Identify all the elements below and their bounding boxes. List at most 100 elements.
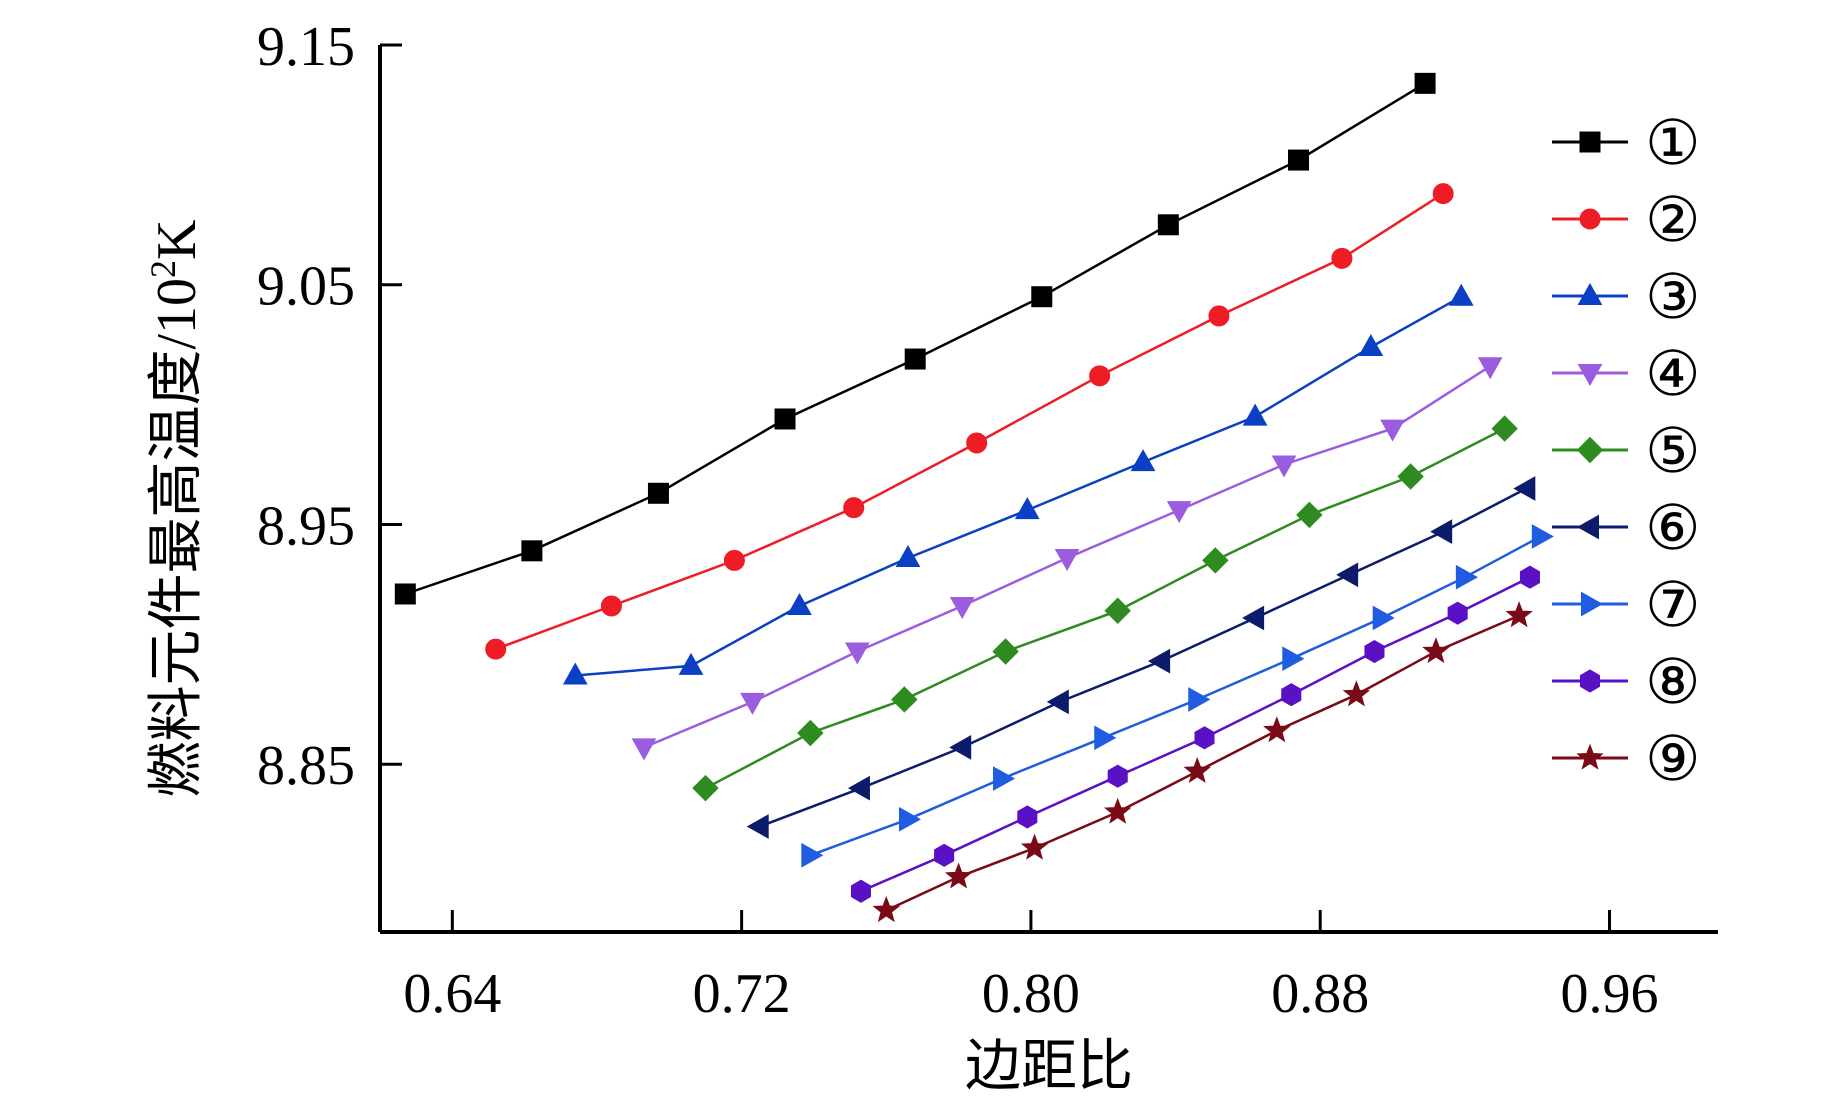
legend-item-2: ② [1552,187,1701,255]
series-line [885,614,1520,912]
legend-label: ④ [1645,341,1701,409]
x-tick-label: 0.88 [1271,963,1369,1025]
data-point [1188,687,1211,712]
data-point [723,549,745,571]
legend-label: ⑥ [1645,495,1701,563]
series-7 [801,524,1554,868]
data-point [1358,334,1384,357]
legend-marker [1579,208,1601,230]
x-axis-label: 边距比 [965,1036,1133,1098]
data-point [521,540,543,562]
data-point [1331,247,1353,269]
data-point [1183,756,1211,784]
data-point [934,843,955,867]
data-point [1422,637,1450,664]
data-point [631,738,657,761]
axes [378,45,1718,934]
series-line [575,295,1462,677]
data-point [1447,601,1468,625]
data-point [1296,501,1323,529]
data-point [1477,357,1503,380]
data-point [1372,605,1395,631]
data-point [843,497,865,519]
series-4 [631,357,1503,761]
data-point [992,766,1016,791]
legend-item-3: ③ [1552,264,1701,332]
data-point [1288,149,1310,171]
x-tick-label: 0.64 [403,963,501,1025]
data-point [562,662,588,685]
series-5 [692,415,1518,802]
data-point [746,814,769,839]
data-point [1455,564,1478,590]
legend-item-7: ⑦ [1552,572,1701,640]
series-9 [872,601,1533,923]
data-point [647,482,669,504]
data-point [1281,683,1302,707]
data-point [1271,455,1297,478]
data-point [1031,286,1053,308]
data-point [1491,415,1518,442]
data-point [1513,476,1536,501]
x-tick-label: 0.72 [693,963,791,1025]
data-point [944,862,973,889]
legend-label: ① [1645,110,1701,178]
y-tick-label: 9.05 [257,256,355,318]
data-point [1194,726,1215,750]
data-point [1342,680,1371,707]
legend-marker [1581,591,1604,617]
series-3 [562,283,1474,685]
data-point [394,583,416,605]
data-point [678,652,704,675]
data-point [1104,597,1131,624]
x-tick-label: 0.96 [1561,963,1659,1025]
legend-marker [1579,669,1601,693]
legend-item-6: ⑥ [1552,495,1701,563]
data-point [1103,797,1132,824]
data-point [1448,283,1474,306]
y-tick-label: 8.85 [257,735,355,797]
data-point [1364,639,1385,664]
legend-item-5: ⑤ [1552,418,1701,486]
y-axis-label: 燃料元件最高温度/102K [143,219,208,797]
legend-marker [1579,131,1601,153]
data-point [891,686,918,713]
legend-label: ⑦ [1645,572,1701,640]
data-point [966,432,988,454]
data-point [1414,72,1436,94]
series-layer [394,72,1554,923]
series-6 [746,476,1536,839]
y-axis-label-main: 燃料元件最高温度/10 [146,278,208,798]
series-line [495,192,1444,651]
legend-marker [1576,743,1604,770]
data-point [1242,605,1265,631]
series-1 [394,72,1436,605]
data-point [692,774,719,802]
data-point [904,348,926,370]
data-point [949,596,975,619]
data-point [1020,833,1049,860]
legend-label: ⑨ [1645,726,1701,794]
data-point [1505,601,1533,628]
data-point [1017,805,1038,829]
legend-label: ③ [1645,264,1701,332]
data-point [847,775,870,801]
y-axis-label-unit: K [146,219,208,259]
data-point [787,592,812,615]
data-point [1432,183,1454,205]
data-point [1046,689,1069,715]
data-point [774,408,796,430]
data-point [1157,214,1179,236]
data-point [844,642,870,665]
legend-label: ⑤ [1645,418,1701,486]
data-point [1430,519,1453,545]
legend-item-4: ④ [1552,341,1701,409]
data-point [1202,547,1229,574]
data-point [740,692,765,715]
data-point [992,638,1019,665]
data-point [1242,403,1268,426]
data-point [1089,365,1111,387]
data-point [949,735,972,760]
